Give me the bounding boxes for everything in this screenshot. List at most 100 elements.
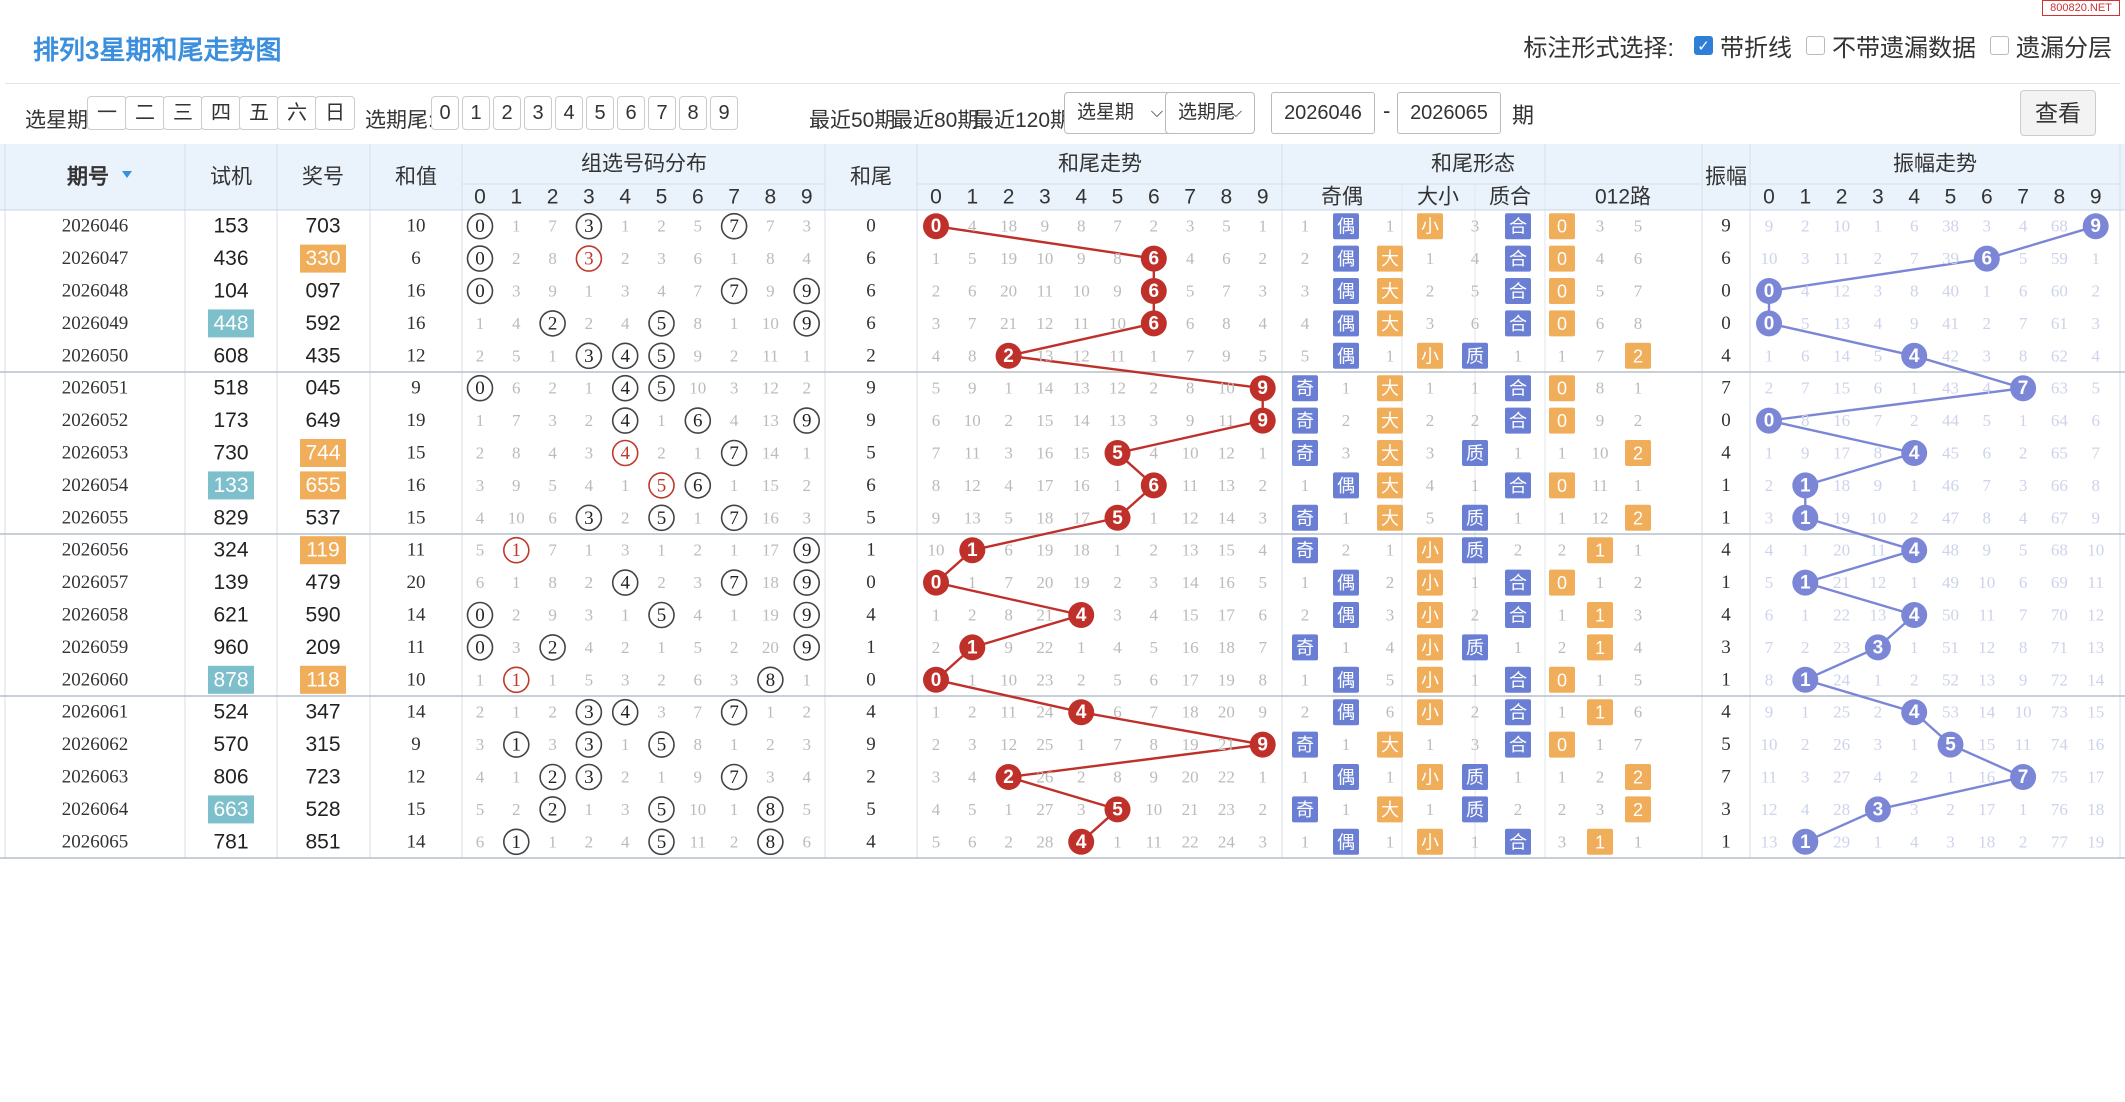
- prize-cell: 703: [305, 215, 340, 238]
- amp-miss: 66: [2051, 476, 2068, 495]
- tail-button[interactable]: 9: [710, 96, 738, 130]
- tail-miss: 12: [1182, 508, 1199, 527]
- weekday-button[interactable]: 日: [315, 96, 355, 130]
- header-digit: 3: [583, 186, 595, 209]
- shape-miss: 2: [1514, 541, 1523, 560]
- checkbox-icon[interactable]: [1806, 36, 1825, 55]
- group-miss: 6: [476, 573, 485, 592]
- tail-miss: 7: [1113, 735, 1122, 754]
- weekday-button[interactable]: 三: [163, 96, 203, 130]
- tail-miss: 3: [1258, 832, 1267, 851]
- shape-badge: [1625, 796, 1651, 823]
- tail-button[interactable]: 6: [617, 96, 645, 130]
- header-digit: 4: [619, 186, 631, 209]
- amp-miss: 6: [2019, 573, 2028, 592]
- to-issue-input[interactable]: 2026065: [1397, 92, 1501, 134]
- tail-miss: 19: [1036, 541, 1053, 560]
- checkbox-checked-icon[interactable]: ✓: [1694, 36, 1713, 55]
- shape-badge-label: 合: [1509, 670, 1527, 690]
- shape-miss: 2: [1301, 606, 1310, 625]
- weekday-select[interactable]: 选星期 ⌵: [1064, 92, 1176, 134]
- option-polyline[interactable]: ✓ 带折线: [1694, 28, 1792, 63]
- route-miss: 11: [1592, 476, 1608, 495]
- tail-button[interactable]: 3: [524, 96, 552, 130]
- amp-miss: 3: [1983, 217, 1992, 236]
- group-miss: 3: [476, 476, 485, 495]
- tail-ball: [1140, 245, 1167, 272]
- shape-badge: [1292, 796, 1318, 823]
- tail-miss: 2: [1077, 670, 1086, 689]
- group-hit: 9: [802, 540, 812, 561]
- header-digit: 5: [1112, 186, 1124, 209]
- tail-button[interactable]: 5: [586, 96, 614, 130]
- option-missing-layers-label: 遗漏分层: [2016, 35, 2112, 62]
- group-miss: 3: [766, 768, 775, 787]
- group-miss: 3: [730, 670, 739, 689]
- tail-button[interactable]: 1: [462, 96, 490, 130]
- group-miss: 17: [762, 541, 780, 560]
- group-hit: 2: [548, 767, 558, 788]
- prize-cell: 315: [305, 733, 340, 756]
- group-hit: 1: [512, 832, 522, 853]
- amp-ball-number: 7: [2018, 378, 2029, 399]
- from-issue-input[interactable]: 2026046: [1271, 92, 1375, 134]
- digit-circle: [684, 472, 712, 499]
- amp-miss: 19: [2087, 832, 2104, 851]
- weekday-button[interactable]: 二: [125, 96, 165, 130]
- tail-button[interactable]: 4: [555, 96, 583, 130]
- recent-120-link[interactable]: 最近120期: [973, 109, 1072, 132]
- checkbox-icon[interactable]: [1990, 36, 2009, 55]
- tail-select[interactable]: 选期尾 ⌵: [1165, 92, 1255, 134]
- amp-miss: 51: [1942, 638, 1959, 657]
- tail-button[interactable]: 8: [679, 96, 707, 130]
- weekday-button[interactable]: 六: [277, 96, 317, 130]
- tail-miss: 8: [1113, 768, 1122, 787]
- option-no-missing[interactable]: 不带遗漏数据: [1806, 28, 1976, 63]
- group-miss: 3: [621, 282, 630, 301]
- amp-miss: 11: [1870, 541, 1886, 560]
- shape-badge: [1377, 310, 1403, 337]
- header-test: 试机: [210, 166, 252, 189]
- shape-miss: 3: [1426, 314, 1435, 333]
- tail-button[interactable]: 7: [648, 96, 676, 130]
- weekday-button[interactable]: 五: [239, 96, 279, 130]
- recent-50-link[interactable]: 最近50期: [809, 109, 896, 132]
- group-miss: 3: [657, 703, 666, 722]
- group-miss: 1: [802, 670, 811, 689]
- option-missing-layers[interactable]: 遗漏分层: [1990, 28, 2112, 63]
- issue-cell: 2026062: [62, 734, 129, 755]
- group-hit: 7: [729, 216, 739, 237]
- tail-miss: 6: [1150, 670, 1159, 689]
- digit-circle: [648, 310, 675, 337]
- shape-badge: [1333, 245, 1359, 272]
- tail-button[interactable]: 0: [431, 96, 459, 130]
- amp-ball-number: 1: [1800, 670, 1811, 691]
- group-miss: 7: [694, 703, 703, 722]
- tail-miss: 6: [968, 282, 977, 301]
- route-miss: 5: [1634, 217, 1643, 236]
- weekday-button[interactable]: 一: [87, 96, 127, 130]
- query-button[interactable]: 查看: [2020, 90, 2096, 136]
- group-miss: 14: [762, 444, 780, 463]
- group-miss: 9: [766, 282, 775, 301]
- header-digit: 6: [1148, 186, 1160, 209]
- shape-badge-label: 0: [1557, 314, 1567, 334]
- week-label: 选星期:: [25, 109, 94, 132]
- shape-badge-label: 0: [1557, 411, 1567, 431]
- shape-badge: [1417, 699, 1443, 726]
- recent-80-link[interactable]: 最近80期: [892, 109, 979, 132]
- tail-cell: 6: [866, 313, 876, 334]
- shape-badge: [1417, 602, 1443, 628]
- amp-miss: 10: [1833, 217, 1850, 236]
- amp-miss: 4: [1801, 282, 1810, 301]
- test-cell: 173: [213, 409, 248, 432]
- amp-cell: 3: [1721, 799, 1731, 820]
- tail-miss: 6: [932, 411, 941, 430]
- shape-miss: 3: [1342, 444, 1351, 463]
- weekday-button[interactable]: 四: [201, 96, 241, 130]
- tail-button[interactable]: 2: [493, 96, 521, 130]
- tail-miss: 22: [1182, 832, 1199, 851]
- shape-badge-label: 奇: [1296, 638, 1314, 658]
- tail-miss: 10: [1109, 314, 1126, 333]
- amp-miss: 49: [1942, 573, 1959, 592]
